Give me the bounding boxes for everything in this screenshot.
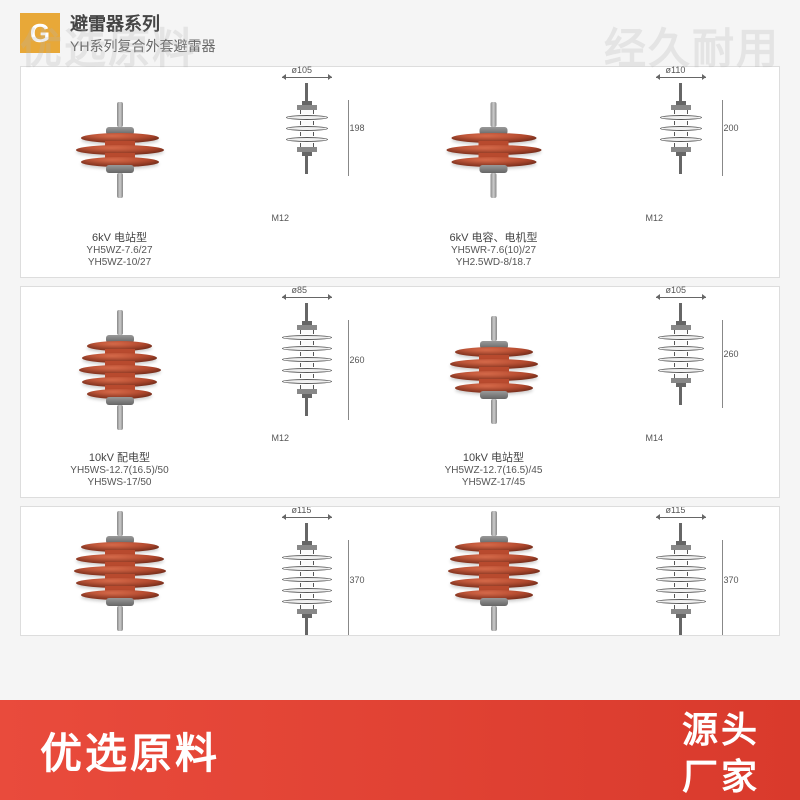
dimension-bolt: M14: [646, 433, 664, 443]
dimension-bolt: M12: [272, 213, 290, 223]
promo-banner: 优选原料 源头 厂家: [0, 700, 800, 800]
product-rows: 6kV 电站型YH5WZ-7.6/27YH5WZ-10/27ø105198M12…: [20, 66, 780, 636]
diagram-cell: ø85260M12: [213, 295, 400, 489]
product-cell: 6kV 电站型YH5WZ-7.6/27YH5WZ-10/27: [26, 75, 213, 269]
product-row: ø115370ø115370: [20, 506, 780, 636]
dimension-diameter: ø110: [666, 65, 686, 75]
product-models: YH5WZ-7.6/27YH5WZ-10/27: [86, 245, 152, 269]
product-label: 10kV 配电型: [89, 449, 150, 465]
dimension-height: 198: [349, 123, 364, 133]
dimension-diameter: ø115: [292, 506, 312, 515]
arrester-technical-diagram: ø115370: [257, 515, 357, 627]
arrester-product-image: [434, 75, 554, 225]
banner-right-block: 源头 厂家: [682, 701, 760, 800]
product-cell: [26, 515, 213, 627]
product-label: 6kV 电容、电机型: [449, 229, 537, 245]
arrester-product-image: [60, 75, 180, 225]
section-header: G 避雷器系列 YH系列复合外套避雷器: [20, 10, 780, 56]
banner-left-text: 优选原料: [40, 720, 220, 781]
product-models: YH5WS-12.7(16.5)/50YH5WS-17/50: [70, 465, 168, 489]
header-badge-letter: G: [20, 13, 60, 53]
product-models: YH5WR-7.6(10)/27YH2.5WD-8/18.7: [451, 245, 536, 269]
diagram-cell: ø105260M14: [587, 295, 774, 489]
header-subtitle: YH系列复合外套避雷器: [70, 36, 215, 56]
diagram-cell: ø110200M12: [587, 75, 774, 269]
diagram-cell: ø115370: [213, 515, 400, 627]
arrester-technical-diagram: ø105198M12: [257, 75, 357, 225]
arrester-technical-diagram: ø85260M12: [257, 295, 357, 445]
diagram-cell: ø115370: [587, 515, 774, 627]
arrester-product-image: [434, 295, 554, 445]
arrester-product-image: [60, 515, 180, 627]
product-models: YH5WZ-12.7(16.5)/45YH5WZ-17/45: [445, 465, 543, 489]
product-label: 6kV 电站型: [92, 229, 147, 245]
product-cell: 6kV 电容、电机型YH5WR-7.6(10)/27YH2.5WD-8/18.7: [400, 75, 587, 269]
dimension-diameter: ø105: [666, 285, 687, 295]
catalog-page: G 避雷器系列 YH系列复合外套避雷器 6kV 电站型YH5WZ-7.6/27Y…: [0, 0, 800, 700]
product-label: 10kV 电站型: [463, 449, 524, 465]
dimension-height: 200: [723, 123, 738, 133]
dimension-height: 260: [349, 355, 364, 365]
product-cell: 10kV 电站型YH5WZ-12.7(16.5)/45YH5WZ-17/45: [400, 295, 587, 489]
arrester-product-image: [434, 515, 554, 627]
arrester-technical-diagram: ø110200M12: [631, 75, 731, 225]
header-text-block: 避雷器系列 YH系列复合外套避雷器: [70, 10, 215, 56]
dimension-diameter: ø85: [292, 285, 308, 295]
product-cell: [400, 515, 587, 627]
arrester-technical-diagram: ø115370: [631, 515, 731, 627]
dimension-diameter: ø105: [292, 65, 313, 75]
dimension-height: 260: [723, 349, 738, 359]
product-row: 10kV 配电型YH5WS-12.7(16.5)/50YH5WS-17/50 ø8…: [20, 286, 780, 498]
dimension-bolt: M12: [646, 213, 664, 223]
header-title: 避雷器系列: [70, 10, 215, 36]
dimension-diameter: ø115: [666, 506, 686, 515]
banner-right-bot: 厂家: [682, 748, 760, 800]
dimension-height: 370: [349, 575, 364, 585]
product-row: 6kV 电站型YH5WZ-7.6/27YH5WZ-10/27ø105198M12…: [20, 66, 780, 278]
diagram-cell: ø105198M12: [213, 75, 400, 269]
arrester-product-image: [60, 295, 180, 445]
dimension-bolt: M12: [272, 433, 290, 443]
arrester-technical-diagram: ø105260M14: [631, 295, 731, 445]
dimension-height: 370: [723, 575, 738, 585]
banner-right-top: 源头: [682, 701, 760, 753]
product-cell: 10kV 配电型YH5WS-12.7(16.5)/50YH5WS-17/50: [26, 295, 213, 489]
